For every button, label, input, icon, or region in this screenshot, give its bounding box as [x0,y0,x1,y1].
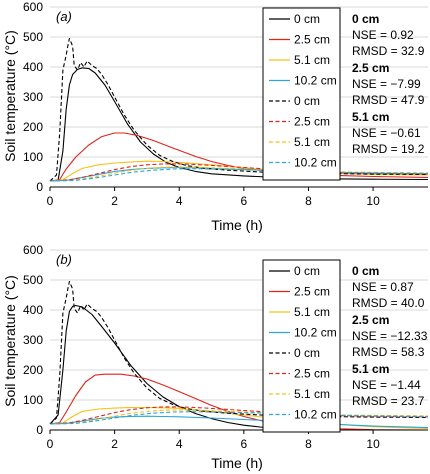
panel-b-ylabel: Soil temperature (°C) [2,275,18,407]
stats-depth-heading: 0 cm [352,264,379,278]
observed-series-line [49,406,429,425]
stats-depth-heading: 0 cm [352,12,379,26]
panel-b-grid [50,249,428,401]
y-tick-label: 500 [23,273,43,287]
x-tick-label: 4 [176,194,183,208]
legend-label: 0 cm [294,346,320,360]
panel-a: 0 100 200 300 400 500 600 0 2 4 6 8 10 (a) Soil temp… [2,0,429,233]
y-tick-label: 500 [23,30,43,44]
x-tick-label: 10 [366,437,380,451]
y-tick-label: 600 [23,0,43,14]
stats-nse: NSE = 0.92 [352,28,414,42]
stats-depth-heading: 2.5 cm [352,313,389,327]
y-tick-label: 300 [23,333,43,347]
panel-b-stats: 0 cm NSE = 0.87 RMSD = 40.0 2.5 cm NSE = −12… [352,264,428,408]
panel-b: 0 100 200 300 400 500 600 0 2 4 6 8 10 (b) Soil temp… [2,243,429,471]
x-tick-label: 8 [305,194,312,208]
y-tick-label: 100 [23,393,43,407]
stats-nse: NSE = −12.33 [352,329,428,343]
legend-label: 0 cm [294,94,320,108]
panel-a-xlabel: Time (h) [211,217,263,233]
panel-b-legend: 0 cm 2.5 cm 5.1 cm 10.2 cm 0 cm 2.5 cm 5.1 cm 1… [262,259,341,433]
y-tick-label: 400 [23,60,43,74]
legend-label: 2.5 cm [294,115,330,129]
modelled-series-line [49,160,429,182]
y-tick-label: 200 [23,120,43,134]
x-tick-label: 2 [111,194,118,208]
stats-rmsd: RMSD = 58.3 [352,345,425,359]
y-tick-label: 400 [23,303,43,317]
panel-a-legend: 0 cm 2.5 cm 5.1 cm 10.2 cm 0 cm 2.5 cm 5.1 cm 1… [262,7,341,181]
legend-label: 10.2 cm [294,74,337,88]
stats-rmsd: RMSD = 32.9 [352,44,425,58]
stats-nse: NSE = −0.61 [352,126,421,140]
y-tick-label: 100 [23,150,43,164]
legend-label: 2.5 cm [294,285,330,299]
legend-label: 10.2 cm [294,408,337,422]
panel-a-grid [50,6,428,158]
legend-label: 5.1 cm [294,135,330,149]
x-tick-label: 2 [111,437,118,451]
legend-label: 5.1 cm [294,53,330,67]
panel-a-axes: 0 100 200 300 400 500 600 0 2 4 6 8 10 [23,0,428,208]
stats-rmsd: RMSD = 40.0 [352,296,425,310]
panel-a-ylabel: Soil temperature (°C) [2,30,18,162]
observed-series-line [49,37,429,182]
legend-label: 10.2 cm [294,156,337,170]
x-tick-label: 0 [47,194,54,208]
stats-rmsd: RMSD = 23.7 [352,394,425,408]
observed-series-line [49,163,429,182]
stats-depth-heading: 2.5 cm [352,61,389,75]
stats-rmsd: RMSD = 19.2 [352,142,425,156]
x-tick-label: 0 [47,437,54,451]
legend-label: 5.1 cm [294,387,330,401]
x-tick-label: 10 [366,194,380,208]
legend-box [262,259,341,433]
panel-b-label: (b) [56,252,72,267]
modelled-series-line [49,415,429,429]
y-tick-label: 0 [36,180,43,194]
legend-label: 10.2 cm [294,326,337,340]
legend-box [262,7,341,181]
y-tick-label: 0 [36,423,43,437]
observed-series-line [49,280,429,425]
stats-rmsd: RMSD = 47.9 [352,93,425,107]
x-tick-label: 6 [241,437,248,451]
legend-label: 0 cm [294,264,320,278]
y-tick-label: 600 [23,243,43,257]
legend-label: 0 cm [294,12,320,26]
stats-nse: NSE = 0.87 [352,280,414,294]
y-tick-label: 300 [23,90,43,104]
panel-b-xlabel: Time (h) [211,455,263,471]
stats-nse: NSE = −7.99 [352,77,421,91]
panel-b-axes: 0 100 200 300 400 500 600 0 2 4 6 8 10 [23,243,428,451]
stats-depth-heading: 5.1 cm [352,362,389,376]
panel-a-stats: 0 cm NSE = 0.92 RMSD = 32.9 2.5 cm NSE = −7.… [352,12,425,156]
legend-label: 2.5 cm [294,33,330,47]
x-tick-label: 4 [176,437,183,451]
y-tick-label: 200 [23,363,43,377]
x-tick-label: 6 [241,194,248,208]
stats-depth-heading: 5.1 cm [352,110,389,124]
legend-label: 2.5 cm [294,367,330,381]
panel-a-label: (a) [56,9,72,24]
x-tick-label: 8 [305,437,312,451]
legend-label: 5.1 cm [294,305,330,319]
stats-nse: NSE = −1.44 [352,378,421,392]
